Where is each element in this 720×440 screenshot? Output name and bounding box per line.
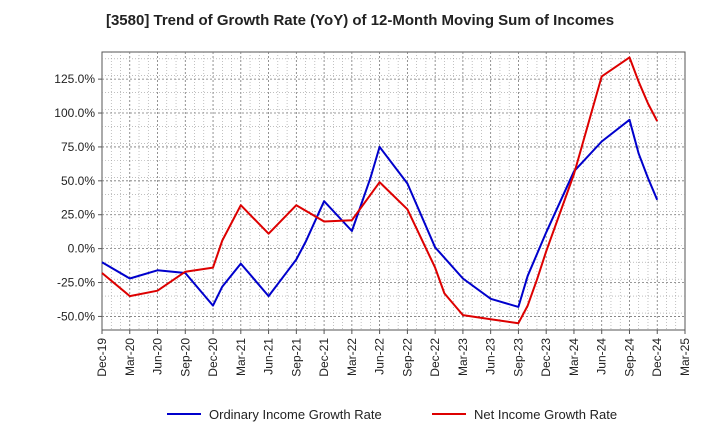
x-tick-label: Dec-19 (95, 338, 109, 377)
x-tick-label: Dec-21 (317, 338, 331, 377)
x-tick-label: Sep-20 (178, 338, 192, 377)
x-tick-label: Mar-20 (123, 338, 137, 376)
y-tick-label: -50.0% (57, 309, 95, 323)
x-tick-label: Sep-21 (289, 338, 303, 377)
x-tick-label: Jun-22 (373, 338, 387, 375)
series-line-ordinary-income (101, 118, 659, 308)
x-tick-label: Mar-21 (234, 338, 248, 376)
x-tick-label: Dec-24 (650, 338, 664, 377)
x-tick-label: Dec-22 (428, 338, 442, 377)
x-tick-label: Dec-23 (539, 338, 553, 377)
x-tick-label: Jun-23 (484, 338, 498, 375)
x-tick-label: Jun-24 (595, 338, 609, 375)
y-tick-label: 125.0% (54, 72, 95, 86)
x-tick-label: Sep-24 (622, 338, 636, 377)
chart-title: [3580] Trend of Growth Rate (YoY) of 12-… (105, 12, 615, 29)
x-axis: Dec-19 Mar-20 Jun-20 Sep-20 Dec-20 Mar-21 Jun-… (95, 330, 692, 377)
x-tick-label: Mar-23 (456, 338, 470, 376)
x-tick-label: Mar-25 (678, 338, 692, 376)
y-tick-label: 75.0% (61, 140, 95, 154)
series-lines (101, 56, 659, 325)
y-tick-label: 100.0% (54, 106, 95, 120)
y-tick-label: 25.0% (61, 208, 95, 222)
legend-label: Ordinary Income Growth Rate (209, 407, 382, 422)
y-tick-label: 50.0% (61, 174, 95, 188)
x-tick-label: Sep-23 (511, 338, 525, 377)
x-tick-label: Mar-24 (567, 338, 581, 376)
legend-label: Net Income Growth Rate (474, 407, 617, 422)
y-tick-label: -25.0% (57, 276, 95, 290)
x-tick-label: Mar-22 (345, 338, 359, 376)
plot-area (101, 51, 686, 331)
x-tick-label: Jun-20 (151, 338, 165, 375)
y-tick-label: 0.0% (68, 242, 96, 256)
x-tick-label: Jun-21 (262, 338, 276, 375)
grid-lines (102, 52, 685, 330)
legend: Ordinary Income Growth Rate Net Income Gr… (167, 407, 617, 422)
y-axis: 125.0% 100.0% 75.0% 50.0% 25.0% 0.0% -25.0% -50… (54, 72, 102, 323)
x-tick-label: Dec-20 (206, 338, 220, 377)
x-tick-label: Sep-22 (400, 338, 414, 377)
